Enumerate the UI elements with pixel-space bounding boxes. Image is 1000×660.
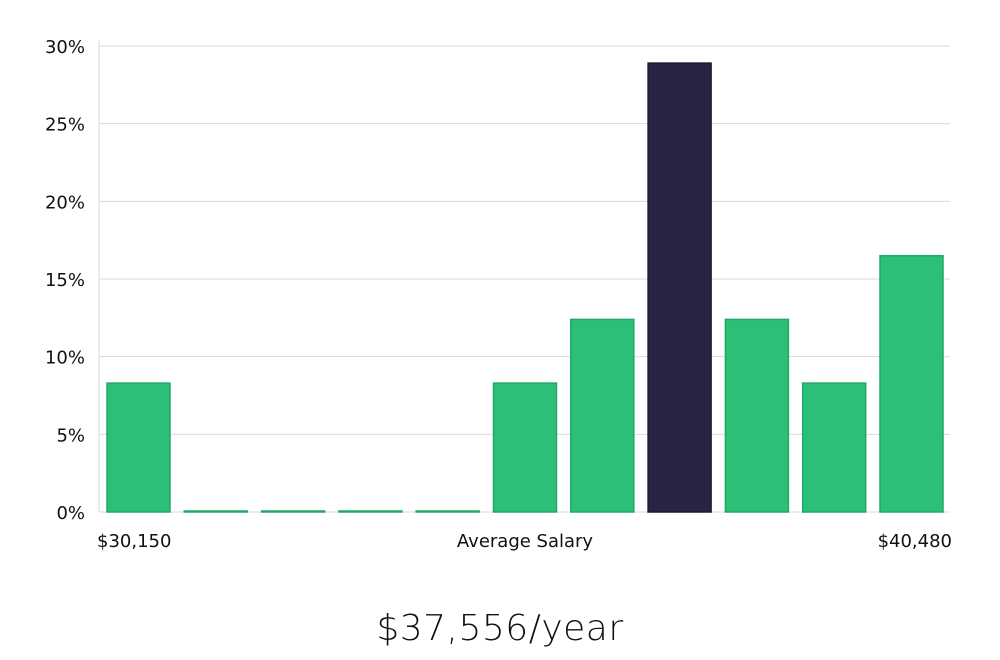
y-tick-label: 25% [45,115,85,136]
y-tick-label: 10% [45,348,85,369]
y-tick-label: 20% [45,192,85,213]
average-salary-headline: $37,556/year [376,608,624,649]
bar [801,382,867,513]
bar [183,510,249,513]
salary-histogram: 0% 5% 10% 15% 20% 25% 30% $30,150 Average Sala… [45,37,952,552]
bars [106,62,944,513]
bar [724,318,790,513]
bar [260,510,326,513]
y-tick-label: 0% [56,503,85,524]
bar [492,382,558,513]
bar [415,510,480,513]
bar-highlight [647,62,712,513]
y-tick-label: 30% [45,37,85,58]
bar [879,254,944,513]
bar [106,382,171,513]
bar [570,318,635,513]
y-tick-label: 5% [56,425,85,446]
x-label-min: $30,150 [97,531,171,552]
y-axis-ticks: 0% 5% 10% 15% 20% 25% 30% [45,37,85,524]
bar [338,510,403,513]
x-label-max: $40,480 [878,531,952,552]
y-tick-label: 15% [45,270,85,291]
x-label-center: Average Salary [457,531,594,552]
